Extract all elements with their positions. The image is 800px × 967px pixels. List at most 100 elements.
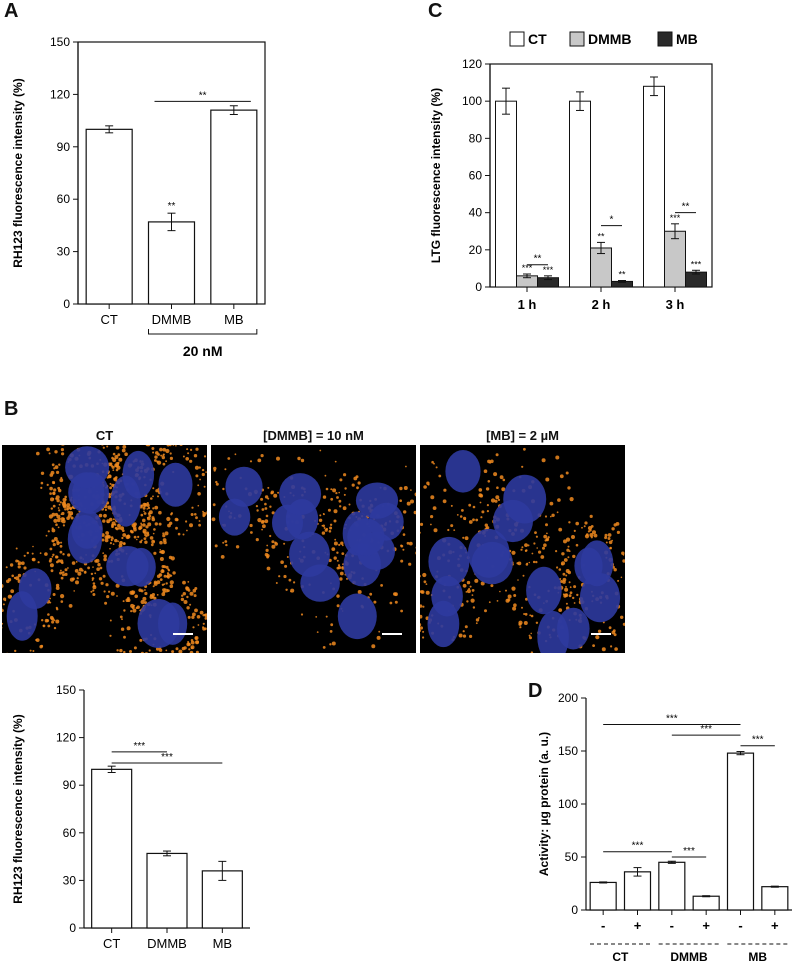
mitochondria-spot	[53, 543, 56, 546]
mitochondria-spot	[171, 650, 174, 653]
mitochondria-spot	[18, 563, 20, 565]
mitochondria-spot	[267, 487, 269, 489]
mitochondria-spot	[184, 600, 188, 604]
mitochondria-spot	[493, 472, 497, 476]
mitochondria-spot	[620, 616, 623, 619]
mitochondria-spot	[283, 543, 285, 545]
mitochondria-spot	[109, 518, 113, 522]
mitochondria-spot	[530, 633, 532, 635]
mitochondria-spot	[532, 553, 534, 555]
mitochondria-spot	[423, 485, 427, 489]
mitochondria-spot	[567, 486, 570, 489]
cell-nucleus	[225, 467, 262, 507]
mitochondria-spot	[507, 598, 510, 601]
cell-nucleus	[472, 542, 513, 584]
mitochondria-spot	[10, 595, 12, 597]
micrograph-mb	[420, 445, 625, 653]
mitochondria-spot	[110, 542, 112, 544]
mitochondria-spot	[104, 602, 107, 605]
mitochondria-spot	[606, 542, 608, 544]
mitochondria-spot	[51, 569, 54, 572]
mitochondria-spot	[116, 595, 118, 597]
mitochondria-spot	[123, 542, 126, 545]
mitochondria-spot	[523, 575, 525, 577]
mitochondria-spot	[205, 617, 208, 620]
mitochondria-spot	[49, 452, 51, 454]
bar	[147, 853, 187, 928]
mitochondria-spot	[195, 466, 199, 470]
mitochondria-spot	[113, 453, 116, 456]
mitochondria-spot	[84, 571, 87, 574]
mitochondria-spot	[18, 574, 21, 577]
mitochondria-spot	[447, 529, 449, 531]
cell-nucleus	[71, 510, 102, 549]
mitochondria-spot	[127, 626, 131, 630]
significance-label: ***	[133, 741, 145, 752]
mitochondria-spot	[410, 500, 414, 504]
mitochondria-spot	[32, 553, 34, 555]
bar	[92, 769, 132, 928]
bar	[659, 862, 685, 910]
cell-nucleus	[428, 537, 469, 586]
mitochondria-spot	[94, 560, 97, 563]
mitochondria-spot	[463, 630, 465, 632]
mitochondria-spot	[129, 650, 132, 653]
mitochondria-spot	[115, 527, 118, 530]
significance-label: **	[199, 90, 207, 101]
mitochondria-spot	[54, 537, 58, 541]
legend-label: MB	[676, 31, 698, 47]
micrograph-image	[420, 445, 625, 653]
mitochondria-spot	[534, 531, 537, 534]
mitochondria-spot	[326, 616, 328, 618]
significance-label: ***	[632, 841, 644, 852]
significance-label: ***	[666, 714, 678, 725]
mitochondria-spot	[400, 560, 403, 563]
mitochondria-spot	[159, 573, 163, 577]
mitochondria-spot	[198, 624, 200, 626]
mitochondria-spot	[399, 487, 402, 490]
mitochondria-spot	[399, 499, 402, 502]
mitochondria-spot	[186, 606, 189, 609]
mitochondria-spot	[167, 572, 169, 574]
mitochondria-spot	[344, 487, 346, 489]
mitochondria-spot	[163, 583, 165, 585]
mitochondria-spot	[159, 448, 163, 452]
mitochondria-spot	[461, 509, 464, 512]
cell-nucleus	[123, 451, 155, 498]
mitochondria-spot	[517, 579, 519, 581]
mitochondria-spot	[153, 541, 155, 543]
mitochondria-spot	[61, 512, 64, 515]
mitochondria-spot	[102, 519, 105, 522]
legend-swatch	[570, 32, 584, 46]
mitochondria-spot	[144, 534, 146, 536]
mitochondria-spot	[608, 537, 611, 540]
mitochondria-spot	[165, 589, 169, 593]
mitochondria-spot	[236, 545, 239, 548]
mitochondria-spot	[194, 454, 197, 457]
mitochondria-spot	[467, 581, 470, 584]
mitochondria-spot	[157, 495, 159, 497]
mitochondria-spot	[566, 603, 568, 605]
mitochondria-spot	[443, 489, 446, 492]
significance-label: ***	[161, 752, 173, 763]
mitochondria-spot	[478, 617, 480, 619]
mitochondria-spot	[192, 626, 194, 628]
mitochondria-spot	[52, 513, 56, 517]
mitochondria-spot	[198, 505, 200, 507]
mitochondria-spot	[16, 548, 18, 550]
mitochondria-spot	[572, 555, 575, 558]
mitochondria-spot	[179, 445, 182, 446]
mitochondria-spot	[163, 448, 167, 452]
mitochondria-spot	[331, 547, 335, 551]
mitochondria-spot	[430, 524, 432, 526]
x-tick-label: DMMB	[152, 312, 192, 327]
mitochondria-spot	[538, 551, 541, 554]
mitochondria-spot	[182, 581, 186, 585]
cell-nucleus	[65, 446, 109, 488]
mitochondria-spot	[147, 502, 149, 504]
mitochondria-spot	[380, 584, 383, 587]
mitochondria-spot	[122, 445, 126, 449]
mitochondria-spot	[523, 613, 525, 615]
mitochondria-spot	[564, 588, 568, 592]
